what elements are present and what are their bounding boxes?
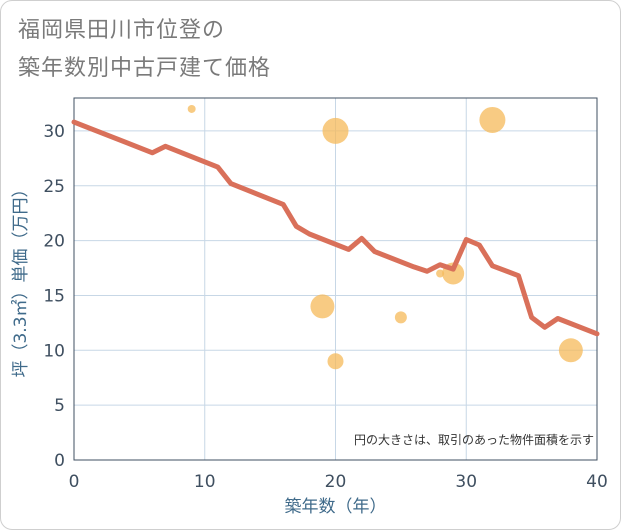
chart-title-line1: 福岡県田川市位登の — [18, 18, 226, 43]
x-tick-label: 30 — [455, 472, 477, 492]
scatter-point — [558, 338, 583, 363]
x-tick-label: 20 — [325, 472, 347, 492]
y-tick-label: 30 — [43, 122, 65, 142]
y-tick-label: 5 — [54, 396, 65, 416]
y-tick-label: 10 — [43, 341, 65, 361]
y-axis-label: 坪（3.3㎡）単価（万円） — [11, 180, 31, 377]
x-tick-labels: 0 10 20 30 40 — [69, 472, 608, 492]
scatter-point — [436, 269, 445, 278]
scatter-point — [479, 106, 506, 133]
scatter-point — [187, 104, 196, 113]
y-tick-label: 20 — [43, 232, 65, 252]
scatter-point — [310, 294, 335, 319]
y-tick-label: 0 — [54, 451, 65, 471]
x-tick-label: 10 — [194, 472, 216, 492]
scatter-series — [187, 104, 583, 370]
plot-area — [73, 97, 598, 461]
trend-line — [71, 119, 600, 337]
y-tick-labels: 0 5 10 15 20 25 30 — [43, 122, 65, 471]
scatter-point — [394, 311, 407, 324]
y-tick-label: 25 — [43, 177, 65, 197]
bubble-size-note: 円の大きさは、取引のあった物件面積を示す — [354, 432, 594, 447]
scatter-point — [327, 353, 344, 370]
chart-title-line2: 築年数別中古戸建て価格 — [18, 56, 272, 81]
x-tick-label: 40 — [586, 472, 608, 492]
y-tick-label: 15 — [43, 286, 65, 306]
x-axis-label: 築年数（年） — [285, 497, 387, 517]
scatter-point — [322, 117, 349, 144]
x-tick-label: 0 — [69, 472, 80, 492]
